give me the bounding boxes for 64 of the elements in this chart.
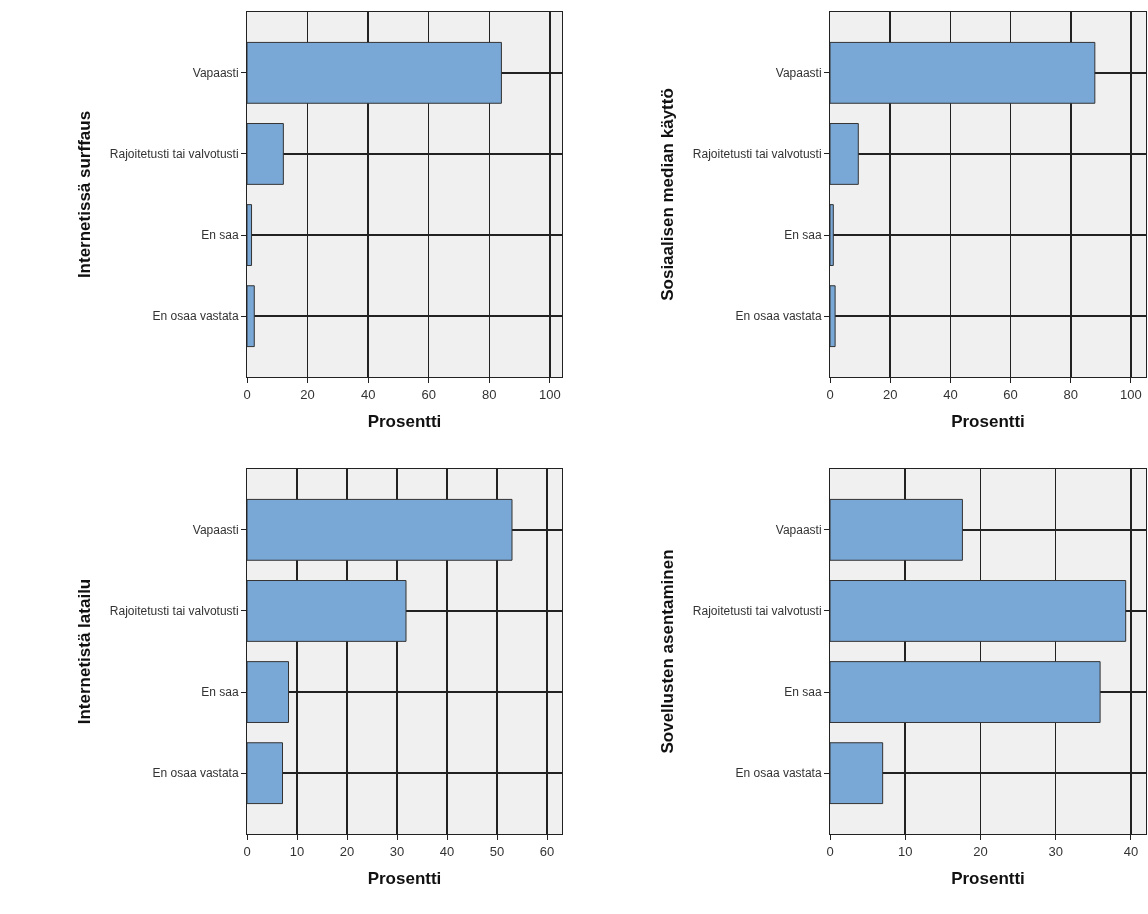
y-tick-label: Vapaasti [775,66,822,81]
x-axis-title: Prosentti [951,869,1025,888]
x-axis-title: Prosentti [951,412,1025,431]
bar [247,580,407,642]
x-tick-label: 100 [539,386,561,402]
x-tick-label: 10 [898,843,913,859]
y-tick-label: Rajoitetusti tai valvotusti [109,147,239,162]
x-tick-label: 50 [489,843,505,859]
bar [830,41,1096,104]
bar [830,498,963,561]
x-tick-label: 20 [882,386,898,402]
x-tick-label: 0 [826,843,834,859]
x-tick-label: 0 [826,386,834,402]
x-tick-label: 20 [339,843,355,859]
x-tick-label: 40 [439,843,455,859]
x-tick-label: 20 [300,386,315,402]
x-tick-label: 30 [389,843,405,859]
x-tick-label: 80 [1063,386,1078,402]
x-tick-label: 40 [1123,843,1139,859]
bar [830,661,1101,723]
y-tick-label: Rajoitetusti tai valvotusti [109,604,239,619]
bar [247,204,253,266]
x-tick-label: 80 [482,386,497,402]
x-tick-label: 30 [1048,843,1063,859]
x-tick-label: 100 [1120,386,1142,402]
x-tick-label: 20 [973,843,988,859]
x-axis-title: Prosentti [367,869,442,888]
y-tick-label: En saa [201,685,239,700]
x-axis-title: Prosentti [367,412,442,431]
y-axis-title: Internetissä surffaus [75,110,95,279]
bar [830,742,884,805]
bar [247,498,513,561]
y-axis-title: Sovellusten asentaminen [658,549,678,754]
bar [247,742,283,805]
y-tick-label: En osaa vastata [735,309,822,324]
y-axis-title: Sosiaalisen median käyttö [658,88,678,301]
bar [247,41,502,104]
bar [830,123,859,185]
y-axis-title: Internetistä latailu [75,578,95,725]
y-tick-label: En saa [784,228,822,243]
x-tick-label: 60 [1003,386,1018,402]
y-tick-label: Vapaasti [192,66,239,81]
x-tick-label: 10 [289,843,305,859]
y-tick-label: En osaa vastata [152,766,239,781]
y-tick-label: Rajoitetusti tai valvotusti [692,604,822,619]
x-tick-label: 60 [421,386,436,402]
y-tick-label: En osaa vastata [735,766,822,781]
x-tick-label: 40 [360,386,376,402]
x-tick-label: 40 [943,386,958,402]
bar [247,123,284,185]
bar [830,580,1127,642]
y-tick-label: Vapaasti [192,523,239,538]
x-tick-label: 0 [243,386,251,402]
y-tick-label: En osaa vastata [152,309,239,324]
bar [830,204,834,266]
x-tick-label: 0 [243,843,251,859]
y-tick-label: Rajoitetusti tai valvotusti [692,147,822,162]
bar [247,285,255,348]
y-tick-label: Vapaasti [775,523,822,538]
y-tick-label: En saa [784,685,822,700]
y-tick-label: En saa [201,228,239,243]
bar [247,661,289,723]
bar [830,285,836,348]
x-tick-label: 60 [539,843,555,859]
